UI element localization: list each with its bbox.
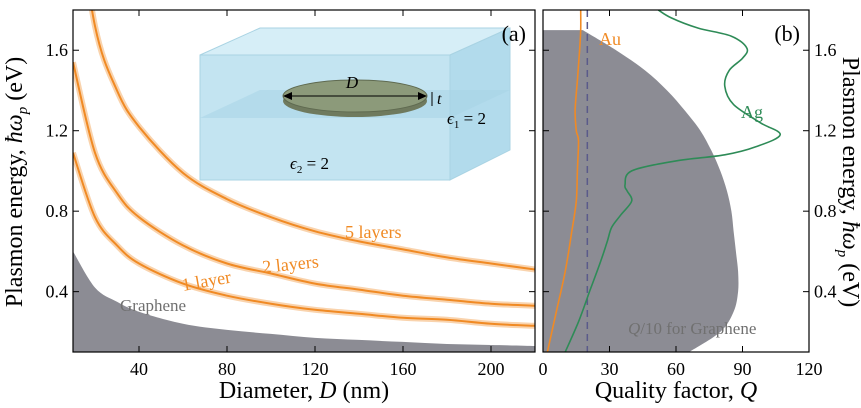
graphene-label-b-rest: /10 for Graphene bbox=[640, 319, 756, 338]
panel-a-frame bbox=[72, 9, 536, 353]
x-axis-label-a-var: D bbox=[318, 378, 336, 404]
y-tick-label-b: 0.8 bbox=[814, 201, 837, 221]
diameter-arrowhead-left bbox=[283, 92, 292, 100]
eps2-label: ϵ2 = 2 bbox=[290, 154, 329, 176]
panel-b: 0 30 60 90 120 0.4 0.8 1.2 1.6 (b) Au Ag Q/10 fo… bbox=[539, 9, 861, 404]
series-label-5-layers: 5 layers bbox=[345, 222, 401, 242]
series-line-2-layers bbox=[73, 62, 535, 307]
x-axis-label-a-main: Diameter, bbox=[219, 378, 319, 404]
series-line-Ag bbox=[564, 10, 781, 352]
ag-label: Ag bbox=[741, 102, 763, 122]
series-label-2-layers: 2 layers bbox=[261, 251, 319, 277]
au-label: Au bbox=[599, 29, 621, 49]
graphene-label-b-q: Q bbox=[628, 319, 640, 338]
graphene-fill-region-b bbox=[543, 30, 739, 352]
y-axis-label-a-main: Plasmon energy, bbox=[2, 143, 28, 307]
x-tick-label-b: 90 bbox=[734, 359, 752, 379]
eps1-label: ϵ1 = 2 bbox=[447, 109, 486, 131]
x-axis-label-b-main: Quality factor, bbox=[595, 378, 740, 404]
y-tick-label-b: 1.2 bbox=[814, 121, 837, 141]
y-tick-label-a: 1.6 bbox=[46, 40, 69, 60]
x-tick-label-b: 30 bbox=[601, 359, 619, 379]
graphene-label-a: Graphene bbox=[120, 296, 186, 315]
y-axis-label-a: Plasmon energy, ħωp (eV) bbox=[2, 57, 31, 307]
diameter-arrowhead-right bbox=[418, 92, 427, 100]
y-axis-label-b-main: Plasmon energy, bbox=[837, 57, 861, 221]
graphene-fill-region-a bbox=[73, 251, 535, 352]
x-tick-label-a: 80 bbox=[218, 359, 236, 379]
x-axis-label-b: Quality factor, Q bbox=[595, 378, 757, 404]
y-tick-label-a: 0.4 bbox=[46, 282, 69, 302]
y-axis-label-a-unit: (eV) bbox=[2, 57, 28, 107]
panel-a-label: (a) bbox=[502, 21, 526, 46]
y-axis-label-b: Plasmon energy, ħωp (eV) bbox=[834, 57, 861, 307]
y-axis-label-a-var: ħω bbox=[2, 114, 28, 143]
x-tick-label-a: 160 bbox=[390, 359, 417, 379]
panel-b-label: (b) bbox=[774, 21, 800, 46]
x-tick-label-b: 120 bbox=[796, 359, 823, 379]
series-line-Au bbox=[546, 10, 582, 352]
x-tick-label-b: 0 bbox=[539, 359, 548, 379]
x-tick-label-b: 60 bbox=[667, 359, 685, 379]
x-tick-label-a: 200 bbox=[478, 359, 505, 379]
x-axis-label-a-unit: (nm) bbox=[337, 378, 390, 404]
y-tick-label-a: 1.2 bbox=[46, 121, 69, 141]
thickness-label: t bbox=[437, 91, 442, 108]
eps1-value: = 2 bbox=[459, 109, 486, 128]
x-tick-label-a: 40 bbox=[130, 359, 148, 379]
eps2-subscript: 2 bbox=[297, 164, 303, 176]
eps1-symbol: ϵ bbox=[447, 109, 455, 128]
y-axis-label-b-unit: (eV) bbox=[837, 257, 861, 307]
eps2-symbol: ϵ bbox=[290, 154, 298, 173]
y-axis-label-a-sub: p bbox=[15, 106, 31, 115]
inset-slab-diagram: D t ϵ1 = 2 ϵ2 = 2 bbox=[199, 27, 511, 181]
y-tick-label-b: 1.6 bbox=[814, 40, 837, 60]
x-axis-label-a: Diameter, D (nm) bbox=[219, 378, 389, 404]
y-axis-label-b-sub: p bbox=[834, 249, 850, 258]
eps1-subscript: 1 bbox=[454, 119, 460, 131]
y-tick-label-b: 0.4 bbox=[814, 282, 837, 302]
graphene-label-b: Q/10 for Graphene bbox=[628, 319, 756, 338]
x-axis-label-b-var: Q bbox=[740, 378, 757, 404]
series-line-5-layers bbox=[90, 10, 535, 271]
y-tick-label-a: 0.8 bbox=[46, 201, 69, 221]
y-axis-label-b-var: ħω bbox=[837, 221, 861, 250]
series-line-1-layer bbox=[73, 152, 535, 327]
diameter-label: D bbox=[345, 73, 359, 92]
series-label-1-layer: 1 layer bbox=[180, 267, 232, 295]
eps2-value: = 2 bbox=[302, 154, 329, 173]
x-tick-label-a: 120 bbox=[302, 359, 329, 379]
